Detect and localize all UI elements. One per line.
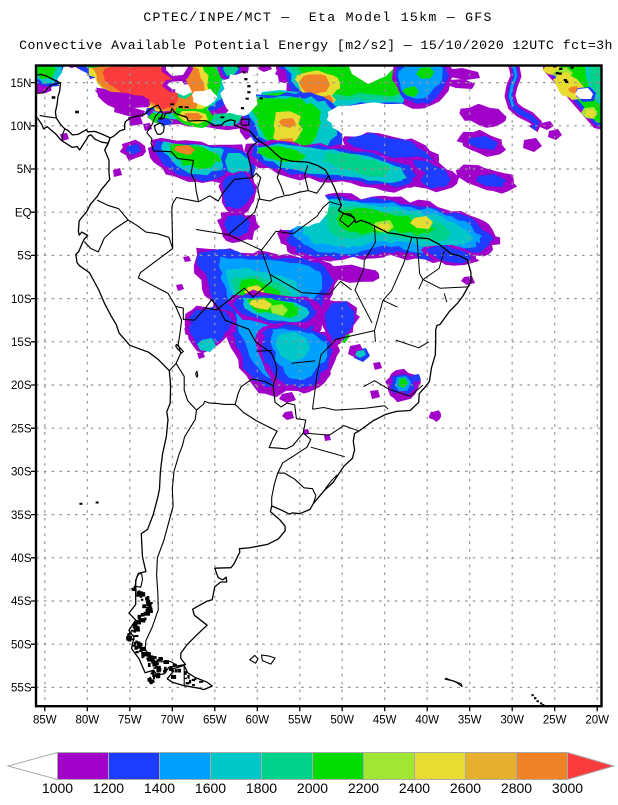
svg-text:20W: 20W [585, 715, 609, 727]
svg-text:1600: 1600 [195, 780, 226, 796]
svg-text:15S: 15S [11, 337, 32, 349]
svg-text:40S: 40S [11, 553, 32, 565]
svg-text:70W: 70W [160, 715, 184, 727]
svg-text:2000: 2000 [297, 780, 328, 796]
svg-text:1400: 1400 [144, 780, 175, 796]
svg-text:10S: 10S [11, 294, 32, 306]
svg-text:25W: 25W [543, 715, 567, 727]
svg-text:10N: 10N [10, 121, 31, 133]
svg-text:85W: 85W [33, 715, 57, 727]
svg-text:30S: 30S [11, 467, 32, 479]
svg-text:75W: 75W [118, 715, 142, 727]
svg-text:2400: 2400 [399, 780, 430, 796]
svg-text:55S: 55S [11, 683, 32, 695]
svg-text:2600: 2600 [450, 780, 481, 796]
svg-text:45S: 45S [11, 596, 32, 608]
svg-text:50W: 50W [330, 715, 354, 727]
svg-text:30W: 30W [500, 715, 524, 727]
svg-text:40W: 40W [415, 715, 439, 727]
svg-text:55W: 55W [288, 715, 312, 727]
svg-text:5N: 5N [17, 164, 32, 176]
svg-text:25S: 25S [11, 423, 32, 435]
svg-text:3000: 3000 [552, 780, 583, 796]
svg-text:2200: 2200 [348, 780, 379, 796]
svg-text:45W: 45W [373, 715, 397, 727]
svg-text:20S: 20S [11, 380, 32, 392]
svg-text:60W: 60W [245, 715, 269, 727]
svg-text:1800: 1800 [246, 780, 277, 796]
svg-text:15N: 15N [10, 78, 31, 90]
svg-text:35S: 35S [11, 510, 32, 522]
svg-text:1200: 1200 [93, 780, 124, 796]
svg-text:65W: 65W [203, 715, 227, 727]
svg-text:35W: 35W [458, 715, 482, 727]
svg-text:5S: 5S [17, 251, 31, 263]
svg-text:2800: 2800 [501, 780, 532, 796]
svg-text:1000: 1000 [42, 780, 73, 796]
svg-text:50S: 50S [11, 639, 32, 651]
svg-text:EQ: EQ [15, 207, 32, 219]
svg-text:80W: 80W [75, 715, 99, 727]
